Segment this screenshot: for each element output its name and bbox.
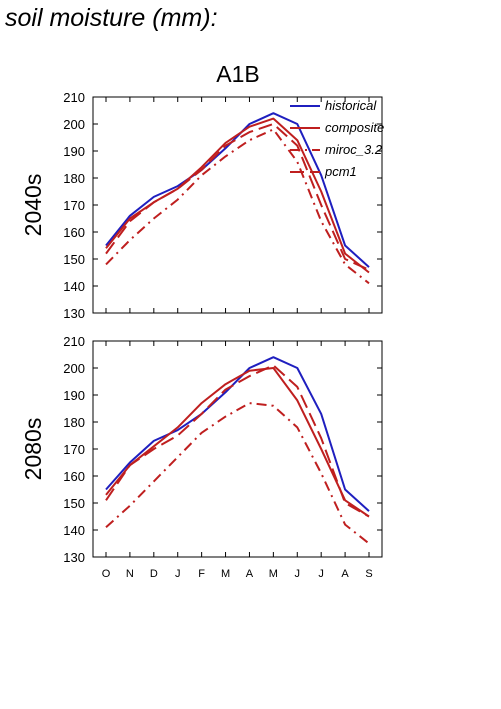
legend-label: miroc_3.2 [325, 142, 383, 157]
row-label: 2040s [20, 174, 46, 237]
y-tick-label: 160 [63, 225, 85, 240]
y-tick-label: 190 [63, 144, 85, 159]
panel-2080s: 130 140 150 160 170 180 190 200 210 O N D J F M A M J J A S 2… [20, 334, 383, 580]
series-line-miroc-3-2 [105, 402, 370, 545]
y-tick-label: 210 [63, 334, 85, 349]
series-line-pcm1 [105, 364, 370, 518]
legend-label: composite [325, 120, 384, 135]
x-tick-label: A [341, 568, 349, 580]
x-tick-label: N [126, 568, 134, 580]
y-tick-label: 130 [63, 306, 85, 321]
legend-label: historical [325, 98, 377, 113]
x-tick-label: M [269, 568, 278, 580]
y-tick-label: 140 [63, 523, 85, 538]
scenario-label: A1B [216, 61, 259, 87]
panels: 130 140 150 160 170 180 190 200 210 2040s historic… [20, 90, 384, 580]
x-tick-label: F [198, 568, 205, 580]
y-tick-label: 180 [63, 415, 85, 430]
series-line-historical [105, 112, 370, 268]
x-tick-label: S [365, 568, 372, 580]
legend: historical composite miroc_3.2 pcm1 [290, 98, 384, 179]
y-tick-label: 200 [63, 361, 85, 376]
x-tick-label: J [175, 568, 181, 580]
row-label: 2080s [20, 418, 46, 481]
x-tick-label: D [150, 568, 158, 580]
series-line-miroc-3-2 [105, 128, 370, 285]
y-tick-label: 130 [63, 550, 85, 565]
series-line-pcm1 [105, 123, 370, 271]
series-line-composite [105, 367, 370, 518]
legend-label: pcm1 [324, 164, 357, 179]
figure-title: soil moisture (mm): [5, 4, 218, 32]
x-tick-label: O [102, 568, 111, 580]
y-tick-label: 210 [63, 90, 85, 105]
plot-frame [92, 340, 383, 558]
series-line-historical [105, 356, 370, 512]
y-tick-label: 190 [63, 388, 85, 403]
y-tick-label: 180 [63, 171, 85, 186]
y-tick-label: 200 [63, 117, 85, 132]
y-tick-label: 140 [63, 279, 85, 294]
y-tick-label: 160 [63, 469, 85, 484]
y-tick-label: 170 [63, 442, 85, 457]
x-tick-label: J [318, 568, 324, 580]
y-tick-label: 170 [63, 198, 85, 213]
x-tick-label: A [246, 568, 254, 580]
x-tick-label: J [295, 568, 301, 580]
panel-2040s: 130 140 150 160 170 180 190 200 210 2040s historic… [20, 90, 384, 321]
y-tick-label: 150 [63, 496, 85, 511]
x-tick-label: M [221, 568, 230, 580]
y-tick-label: 150 [63, 252, 85, 267]
